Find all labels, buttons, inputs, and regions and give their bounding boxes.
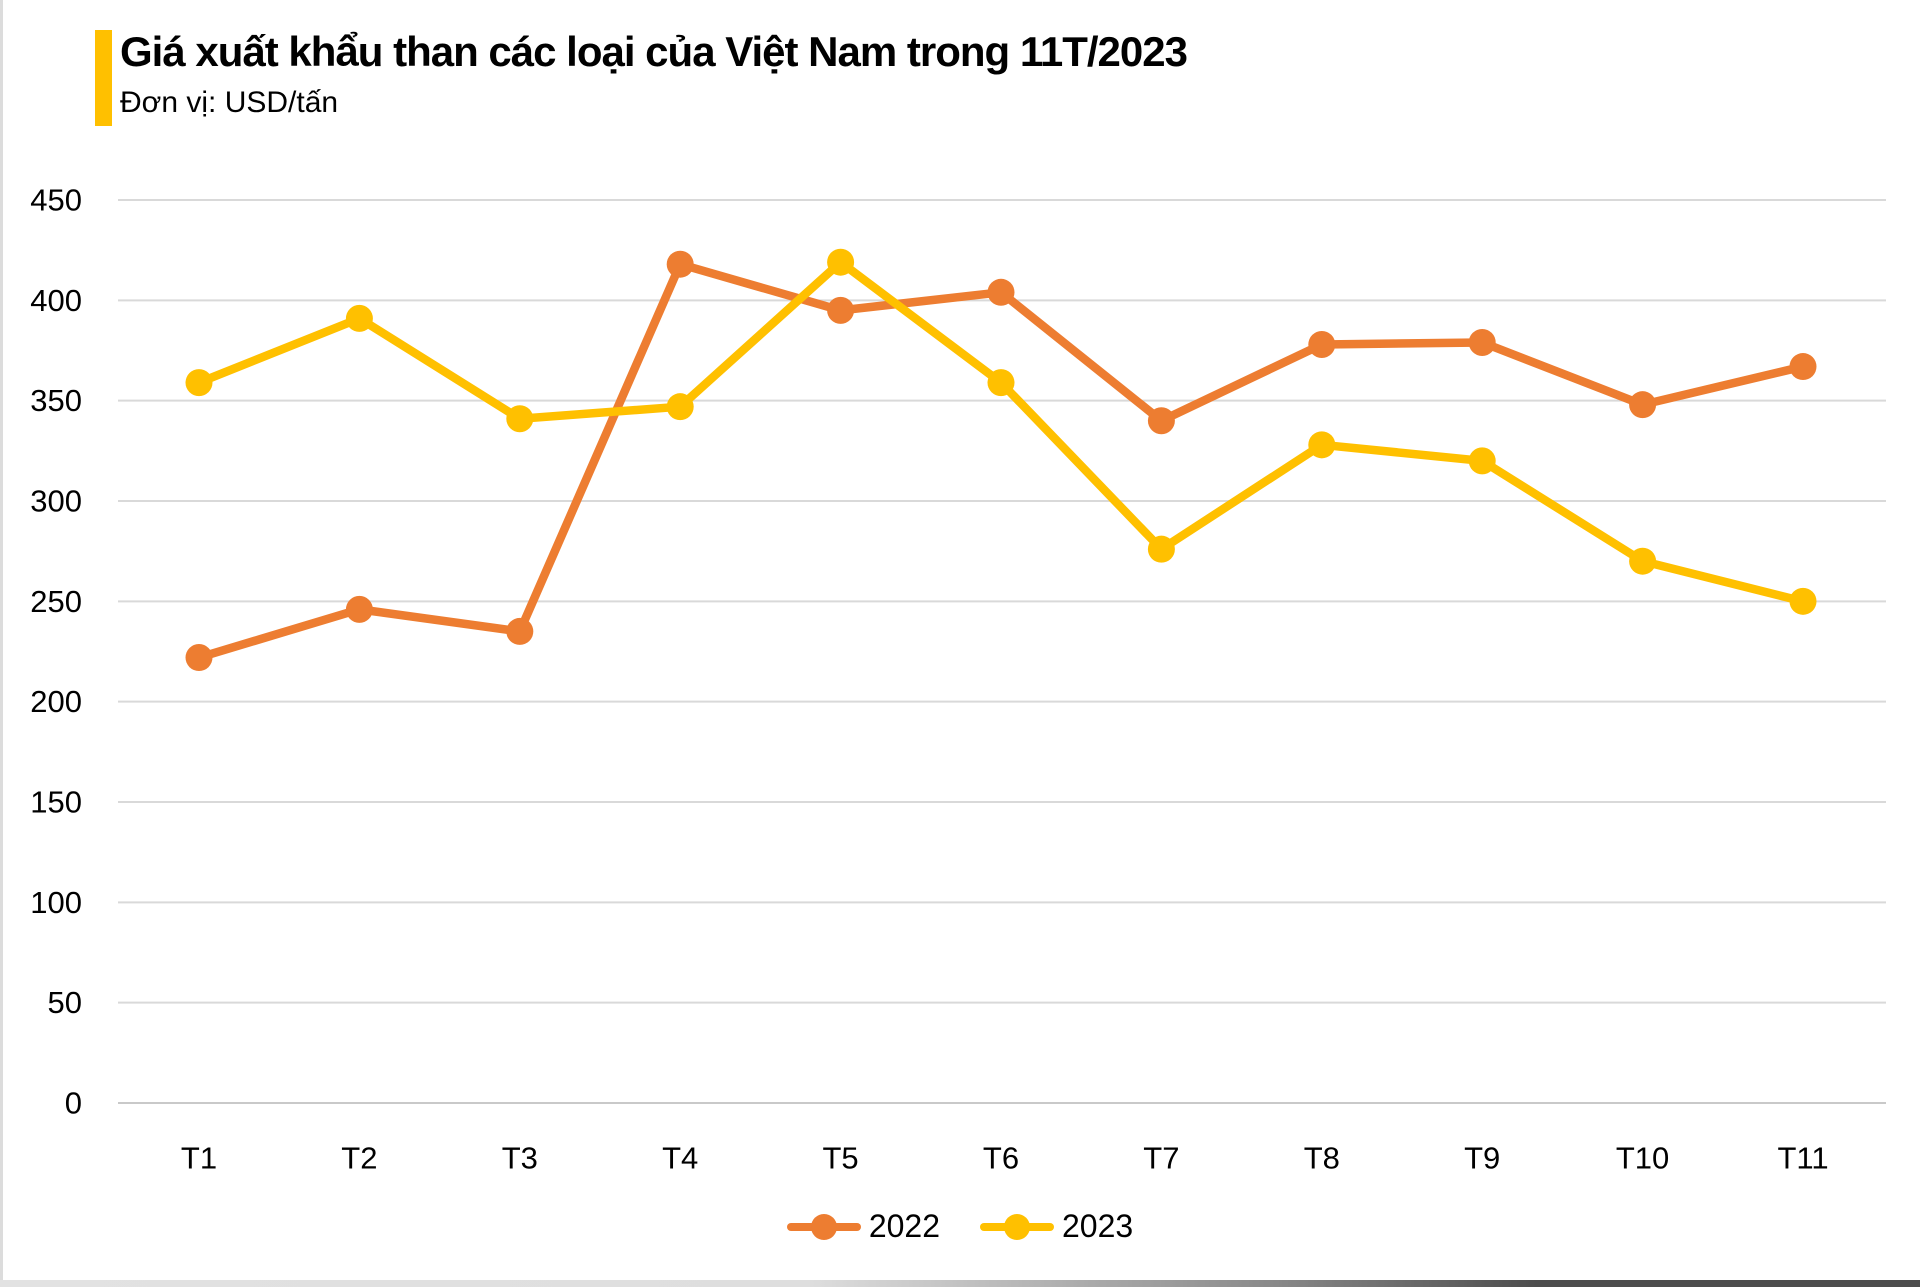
y-axis-label-350: 350 [30,383,82,418]
x-axis-label-T8: T8 [1304,1141,1340,1176]
y-axis-label-400: 400 [30,283,82,318]
data-point-2022-T7 [1147,407,1175,435]
x-axis-label-T1: T1 [181,1141,217,1176]
page-left-border [0,0,3,1287]
x-axis-label-T2: T2 [341,1141,377,1176]
legend-label-2022: 2022 [868,1208,940,1244]
data-point-2023-T9 [1468,447,1496,475]
data-point-2023-T7 [1147,535,1175,563]
data-point-2023-T10 [1629,547,1657,575]
title-accent-bar [95,30,112,126]
y-axis-label-200: 200 [30,684,82,719]
chart-unit-subtitle: Đơn vị: USD/tấn [120,86,339,119]
data-point-2022-T6 [987,278,1015,306]
chart-title: Giá xuất khẩu than các loại của Việt Nam… [120,28,1188,75]
data-point-2022-T2 [345,595,373,623]
legend-item-2023: 2023 [980,1208,1133,1245]
x-axis-label-T4: T4 [662,1141,698,1176]
data-point-2023-T5 [827,248,855,276]
legend-label-2023: 2023 [1062,1208,1134,1244]
series-line-2023 [194,257,1808,606]
y-axis-label-300: 300 [30,484,82,519]
data-point-2022-T9 [1468,328,1496,356]
data-point-2022-T3 [506,617,534,645]
x-axis-label-T10: T10 [1616,1141,1669,1176]
x-axis-label-T3: T3 [502,1141,538,1176]
data-point-2022-T1 [185,644,213,672]
data-point-2023-T3 [506,405,534,433]
page-bottom-border [0,1280,1920,1287]
data-point-2023-T1 [185,369,213,397]
data-point-2022-T11 [1789,353,1817,381]
data-point-2023-T8 [1308,431,1336,459]
data-point-2022-T10 [1629,391,1657,419]
x-axis-label-T9: T9 [1464,1141,1500,1176]
legend-marker-2022-icon [786,1213,861,1240]
legend-item-2022: 2022 [786,1208,940,1245]
data-point-2022-T5 [827,296,855,324]
data-point-2023-T11 [1789,587,1817,615]
y-axis-label-100: 100 [30,885,82,920]
x-axis-label-T6: T6 [983,1141,1019,1176]
y-axis-label-50: 50 [48,985,82,1020]
y-axis-label-150: 150 [30,785,82,820]
series-line-2022 [194,259,1808,662]
data-point-2023-T2 [345,304,373,332]
data-point-2022-T4 [666,250,694,278]
data-point-2023-T6 [987,369,1015,397]
y-axis-label-0: 0 [65,1086,82,1121]
legend-marker-2023-icon [980,1213,1054,1240]
y-axis-label-250: 250 [30,584,82,619]
data-point-2023-T4 [666,393,694,421]
y-axis-label-450: 450 [30,183,82,218]
x-axis-label-T11: T11 [1777,1141,1828,1176]
x-axis-label-T5: T5 [823,1141,859,1176]
data-point-2022-T8 [1308,330,1336,358]
x-axis-label-T7: T7 [1143,1141,1179,1176]
chart-legend: 2022 2023 [0,1208,1920,1245]
